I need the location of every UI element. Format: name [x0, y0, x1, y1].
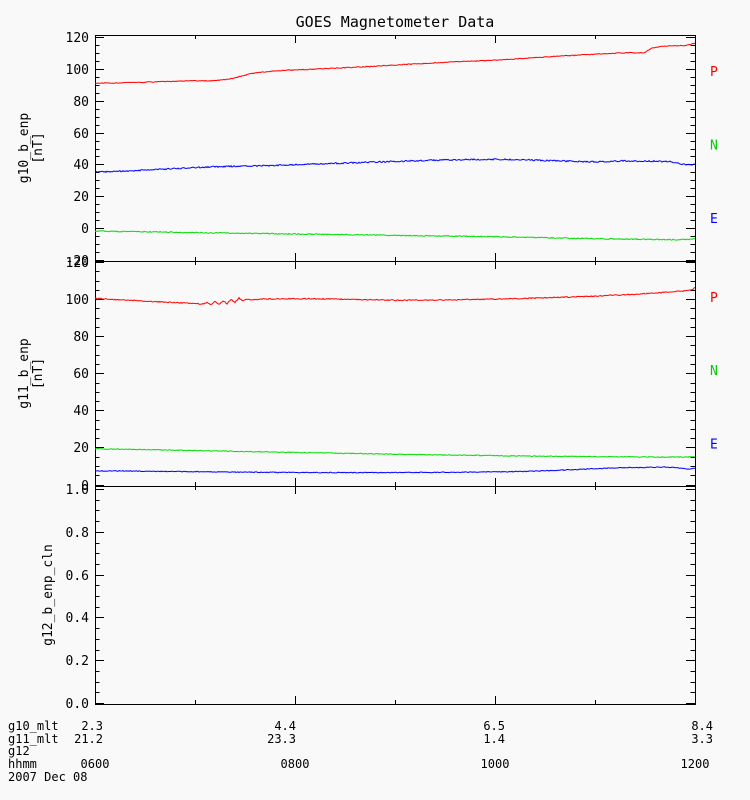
y-tick-label: 60 [73, 127, 89, 142]
panel2-blue-trace [94, 466, 696, 474]
y-axis-title: [nT] [31, 358, 46, 389]
y-axis-title: g12_b_enp_cln [41, 544, 56, 646]
panel1-blue-trace [94, 158, 696, 174]
panel-frame [95, 35, 696, 262]
y-tick-label: 100 [66, 293, 89, 308]
y-tick-label: 0 [81, 479, 89, 494]
panel2-green-trace [94, 447, 696, 459]
footer-row-label-g11_mlt: g11_mlt [8, 732, 59, 746]
y-tick-label: 0.6 [66, 569, 89, 584]
y-tick-label: 0.0 [66, 697, 89, 712]
footer-value: 3.3 [691, 732, 713, 746]
y-tick-label: 1.0 [66, 483, 89, 498]
footer-value: 1.4 [483, 732, 505, 746]
y-tick-label: 0.4 [66, 611, 90, 626]
y-tick-label: 120 [66, 256, 89, 271]
y-tick-label: 40 [73, 404, 89, 419]
y-axis-title: [nT] [31, 132, 46, 163]
footer-row-label-g12: g12 [8, 744, 30, 758]
y-tick-label: 120 [66, 31, 89, 46]
footer-value: 6.5 [483, 719, 505, 733]
panel-frame [95, 486, 696, 705]
trace-label-E: E [710, 212, 718, 227]
y-tick-label: 100 [66, 63, 89, 78]
trace-label-P: P [710, 291, 718, 306]
y-tick-label: 80 [73, 330, 89, 345]
y-tick-label: 60 [73, 367, 89, 382]
y-tick-label: 0.2 [66, 654, 89, 669]
y-axis-title: g10_b_enp [17, 113, 32, 184]
footer-value: 4.4 [274, 719, 296, 733]
y-tick-label: 0 [81, 222, 89, 237]
footer-value: 8.4 [691, 719, 713, 733]
footer-row-label-hhmm: hhmm [8, 757, 37, 771]
footer-value: 1000 [480, 757, 510, 771]
trace-label-N: N [710, 364, 718, 379]
y-axis-title: g11_b_enp [17, 338, 32, 409]
chart-title: GOES Magnetometer Data [295, 13, 495, 31]
y-tick-label: 40 [73, 158, 89, 173]
y-tick-label: -20 [66, 254, 89, 269]
panel1-red-trace [94, 42, 696, 85]
footer-value: 0600 [80, 757, 110, 771]
panel2-red-trace [94, 287, 696, 305]
trace-label-P: P [710, 65, 718, 80]
y-tick-label: 80 [73, 95, 89, 110]
footer-value: 21.2 [74, 732, 103, 746]
y-tick-label: 0.8 [66, 526, 89, 541]
date-label: 2007 Dec 08 [8, 770, 88, 784]
panel1-green-trace [94, 230, 696, 241]
footer-row-label-g10_mlt: g10_mlt [8, 719, 59, 733]
y-tick-label: 20 [73, 190, 89, 205]
footer-value: 1200 [680, 757, 710, 771]
footer-value: 23.3 [267, 732, 296, 746]
footer-value: 0800 [280, 757, 310, 771]
trace-label-E: E [710, 437, 718, 452]
trace-label-N: N [710, 139, 718, 154]
footer-value: 2.3 [81, 719, 103, 733]
y-tick-label: 20 [73, 441, 89, 456]
